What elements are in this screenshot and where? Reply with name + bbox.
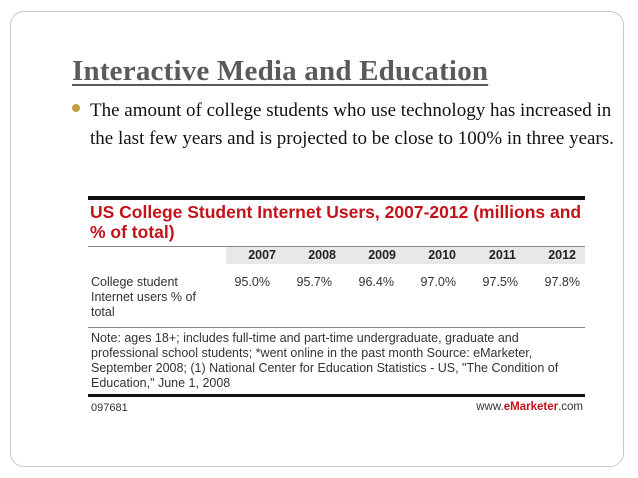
source-brand: www.eMarketer.com	[476, 401, 583, 413]
note-rule	[88, 327, 585, 328]
table-cell: 97.0%	[420, 275, 456, 289]
data-table-figure: US College Student Internet Users, 2007-…	[88, 196, 585, 424]
table-header-rule	[88, 246, 585, 247]
column-header: 2011	[488, 248, 516, 262]
table-top-rule	[88, 196, 585, 200]
table-cell: 97.8%	[544, 275, 580, 289]
table-cell: 95.0%	[234, 275, 270, 289]
year-header-band	[226, 247, 585, 264]
table-bottom-rule	[88, 394, 585, 397]
slide-title: Interactive Media and Education	[72, 55, 489, 87]
figure-id: 097681	[91, 402, 128, 414]
bullet-text: The amount of college students who use t…	[90, 100, 614, 149]
bullet-dot	[72, 104, 80, 112]
column-header: 2009	[368, 248, 396, 262]
column-header: 2008	[308, 248, 336, 262]
table-note: Note: ages 18+; includes full-time and p…	[91, 331, 559, 390]
column-header: 2007	[248, 248, 276, 262]
table-cell: 95.7%	[296, 275, 332, 289]
row-label: College student Internet users % of tota…	[91, 275, 196, 319]
table-title: US College Student Internet Users, 2007-…	[90, 202, 582, 242]
column-header: 2010	[428, 248, 456, 262]
table-cell: 97.5%	[482, 275, 518, 289]
column-header: 2012	[548, 248, 576, 262]
table-cell: 96.4%	[358, 275, 394, 289]
